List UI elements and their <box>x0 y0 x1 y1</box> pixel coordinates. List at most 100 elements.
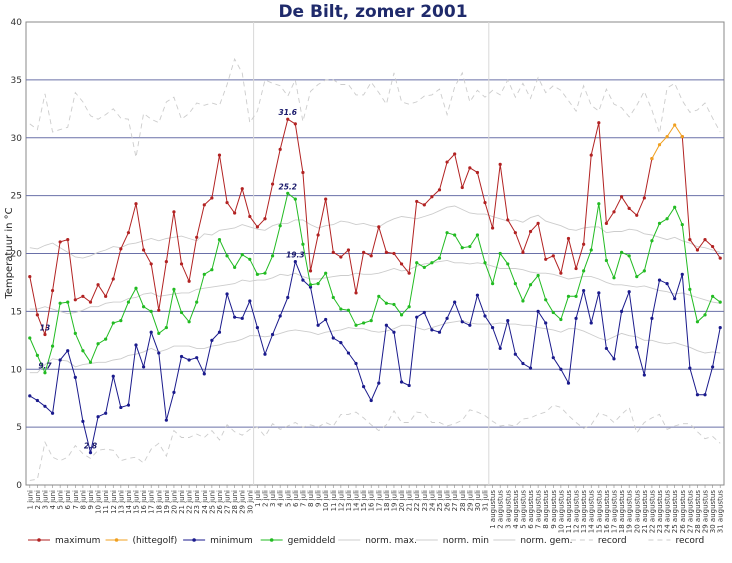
x-tick-label: 30 augustus <box>709 490 717 534</box>
x-tick-label: 19 juni <box>163 490 171 514</box>
data-point <box>286 117 290 121</box>
data-point <box>111 374 115 378</box>
legend-label: record <box>675 536 704 546</box>
data-point <box>50 411 55 415</box>
legend-item: maximum <box>28 536 100 546</box>
data-point <box>650 239 654 243</box>
x-tick-label: 29 augustus <box>702 490 710 534</box>
data-point <box>604 346 609 351</box>
data-point <box>566 381 571 385</box>
data-point <box>66 300 70 304</box>
x-tick-label: 26 juli <box>444 490 452 511</box>
data-point <box>179 262 184 266</box>
x-tick-label: 15 augustus <box>595 490 603 534</box>
series-minimum <box>28 259 722 455</box>
data-point <box>498 162 502 166</box>
x-tick-label: 31 augustus <box>717 490 725 534</box>
data-point <box>225 254 229 258</box>
data-point <box>536 309 540 313</box>
data-point <box>217 330 222 334</box>
x-tick-label: 23 juli <box>421 490 429 511</box>
data-point <box>66 349 70 353</box>
legend-label: norm. gem. <box>520 536 572 546</box>
data-point <box>157 351 161 355</box>
data-point <box>528 366 533 370</box>
data-point <box>582 288 586 293</box>
legend-item: norm. gem. <box>493 536 572 546</box>
data-point <box>331 336 335 340</box>
series--hittegolf- <box>650 123 684 161</box>
x-tick-label: 13 juli <box>345 490 353 511</box>
x-axis: 1 juni 2 juni 3 juni 4 juni 5 juni 6 juni 7 ju… <box>26 485 725 534</box>
data-point <box>635 213 639 217</box>
data-point <box>437 256 442 260</box>
data-point <box>657 143 662 147</box>
legend-label: norm. min <box>443 536 489 546</box>
data-point <box>711 244 715 249</box>
data-point <box>369 254 373 258</box>
data-point <box>498 251 502 256</box>
data-point <box>331 250 335 254</box>
data-point <box>210 338 214 342</box>
data-point <box>657 221 662 226</box>
data-point <box>225 292 229 296</box>
data-point <box>695 393 700 397</box>
x-tick-label: 4 juli <box>277 490 285 507</box>
data-point <box>172 210 176 214</box>
data-point <box>362 321 366 325</box>
x-tick-label: 1 augustus <box>489 490 497 529</box>
data-point <box>392 302 396 307</box>
data-point <box>407 383 411 388</box>
data-point <box>551 254 555 258</box>
x-tick-label: 7 juli <box>299 490 307 507</box>
x-tick-label: 16 juli <box>368 490 376 511</box>
series-maximum <box>28 117 722 337</box>
data-point <box>453 300 457 304</box>
x-tick-label: 20 juni <box>170 490 178 514</box>
data-point <box>248 214 252 219</box>
x-tick-label: 18 juli <box>383 490 391 511</box>
data-point <box>301 278 305 282</box>
data-point <box>126 403 131 407</box>
x-tick-label: 1 juni <box>26 490 34 509</box>
data-point <box>43 332 47 337</box>
data-point <box>384 250 388 254</box>
x-tick-label: 5 juni <box>57 490 65 509</box>
data-point <box>665 134 669 139</box>
value-annotation: 25.2 <box>278 182 297 191</box>
legend-marker <box>192 538 196 542</box>
data-point <box>28 394 32 398</box>
legend-item: minimum <box>183 536 253 546</box>
x-tick-label: 20 augustus <box>633 490 641 534</box>
legend-label: minimum <box>210 536 253 546</box>
data-point <box>354 323 358 327</box>
data-point <box>468 166 472 170</box>
x-tick-label: 29 juni <box>239 490 247 514</box>
data-point <box>233 211 237 215</box>
x-tick-label: 1 juli <box>254 490 262 507</box>
data-point <box>475 170 480 175</box>
data-point <box>240 187 244 191</box>
x-tick-label: 15 juni <box>133 490 141 514</box>
data-point <box>210 268 214 272</box>
data-point <box>202 272 206 276</box>
x-tick-label: 9 juli <box>315 490 323 507</box>
data-point <box>149 309 153 313</box>
data-point <box>528 229 533 234</box>
data-point <box>164 325 168 330</box>
data-point <box>422 310 426 315</box>
data-point <box>665 281 669 286</box>
data-point <box>521 250 525 254</box>
data-point <box>255 325 260 330</box>
data-point <box>384 301 388 305</box>
data-point <box>316 323 320 327</box>
x-tick-label: 16 augustus <box>603 490 611 534</box>
data-point <box>324 317 328 322</box>
data-point <box>58 240 62 244</box>
data-point <box>377 381 381 385</box>
value-annotation: 19.3 <box>286 251 305 260</box>
data-point <box>233 265 237 269</box>
data-point <box>96 342 100 346</box>
data-point <box>195 235 199 239</box>
x-tick-label: 9 juni <box>87 490 95 509</box>
